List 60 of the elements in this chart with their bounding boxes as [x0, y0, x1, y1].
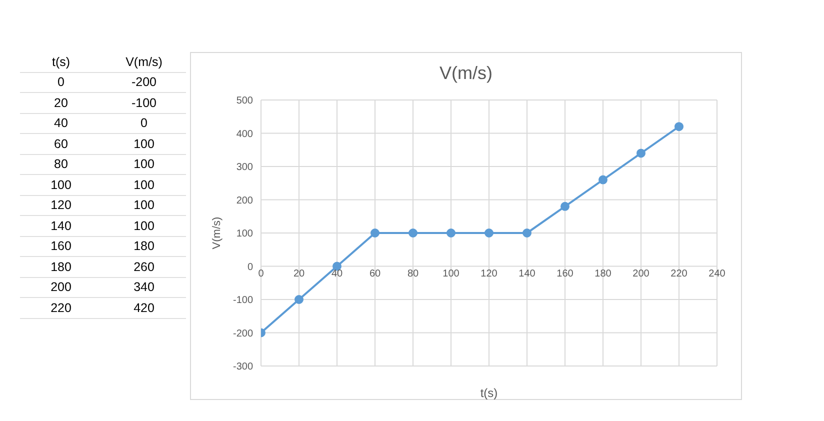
text: 180 [132, 239, 156, 254]
x-tick-label: 160 [556, 268, 574, 280]
x-tick-label: 0 [258, 268, 264, 280]
y-tick-label: -300 [232, 362, 254, 373]
text: 100 [132, 157, 156, 172]
x-axis-title: t(s) [480, 386, 498, 400]
x-tick-label: 40 [331, 268, 343, 280]
text: 20 [53, 96, 69, 110]
x-tick-label: 180 [594, 268, 612, 280]
text: 140 [50, 218, 72, 233]
text: 80 [53, 157, 69, 172]
text: -200 [130, 75, 158, 90]
y-tick-label: 500 [236, 96, 254, 107]
text: -100 [130, 96, 158, 110]
text: 40 [53, 116, 69, 130]
point [598, 175, 608, 184]
text: 420 [132, 300, 156, 315]
text: 120 [50, 198, 72, 212]
point [408, 228, 418, 238]
chart-title: V(m/s) [438, 63, 494, 84]
x-tick-label: 100 [442, 268, 460, 280]
text: 160 [50, 239, 72, 254]
point [636, 148, 646, 158]
y-tick-label: 400 [236, 128, 254, 140]
y-tick-label: -200 [232, 328, 254, 340]
x-tick-label: 240 [708, 268, 726, 280]
text: 100 [132, 178, 156, 192]
y-tick-label: 100 [236, 228, 254, 240]
text: 0 [56, 75, 66, 90]
point [484, 228, 494, 238]
point [560, 202, 570, 211]
text: 100 [132, 136, 156, 151]
x-tick-label: 80 [407, 268, 419, 280]
point [674, 122, 684, 132]
text: 260 [132, 260, 156, 274]
point [370, 228, 380, 238]
x-tick-label: 140 [518, 268, 536, 280]
text: 100 [50, 178, 72, 192]
y-tick-label: 300 [236, 162, 254, 174]
x-tick-label: 60 [369, 268, 381, 280]
text: 60 [53, 136, 69, 151]
x-tick-label: 200 [632, 268, 650, 280]
y-tick-label: 0 [247, 262, 254, 273]
text: 0 [140, 116, 148, 130]
x-tick-label: 220 [670, 268, 688, 280]
text: V(m/s) [124, 54, 164, 69]
text: 100 [132, 198, 156, 212]
text: t(s) [50, 54, 72, 69]
text: 340 [132, 280, 156, 294]
x-tick-label: 20 [293, 268, 305, 280]
point [294, 295, 304, 304]
y-tick-label: 200 [236, 195, 254, 206]
y-axis-title: V(m/s) [210, 216, 223, 250]
x-tick-label: 120 [480, 268, 498, 280]
point [446, 228, 456, 238]
text: 100 [132, 218, 156, 233]
text: 220 [50, 300, 72, 315]
point [522, 228, 532, 238]
text: 200 [50, 280, 72, 294]
y-tick-label: -100 [232, 295, 254, 306]
